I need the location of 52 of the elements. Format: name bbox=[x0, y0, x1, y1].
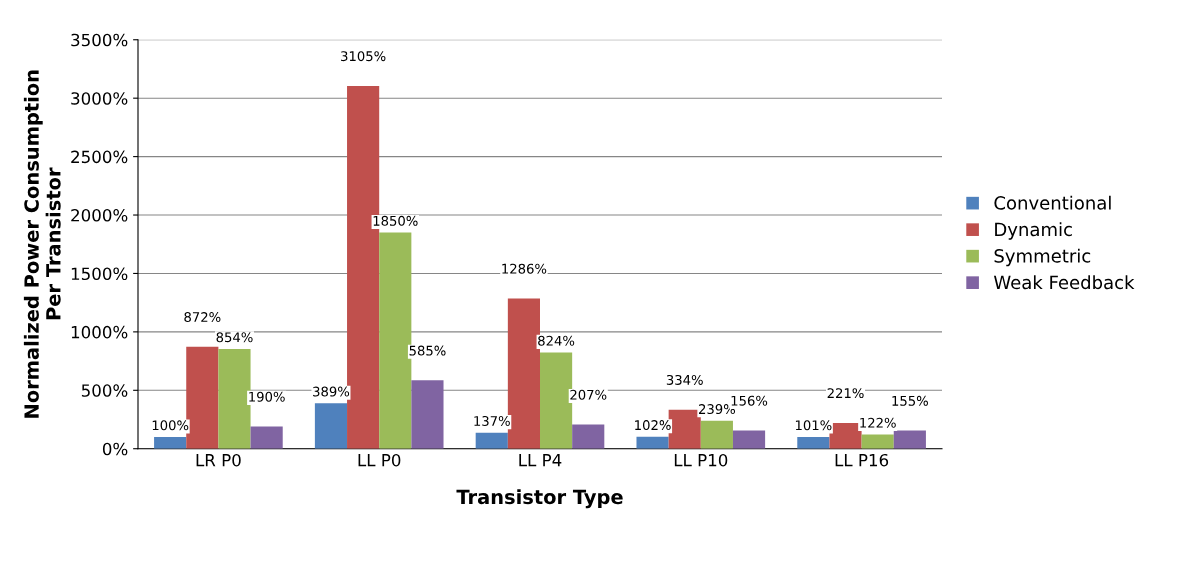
legend-label: Weak Feedback bbox=[993, 275, 1135, 290]
bar bbox=[636, 436, 669, 449]
data-label: 824% bbox=[538, 335, 575, 346]
bar bbox=[154, 437, 187, 449]
y-tick-label: 1500% bbox=[71, 267, 128, 281]
data-label: 101% bbox=[795, 420, 832, 431]
bar bbox=[797, 436, 830, 449]
x-tick-label: LR P0 bbox=[196, 453, 241, 467]
bar bbox=[732, 430, 766, 449]
data-label: 334% bbox=[666, 374, 703, 385]
legend-label: Dynamic bbox=[995, 222, 1072, 240]
bar bbox=[700, 420, 733, 449]
data-label: 389% bbox=[313, 386, 350, 397]
y-axis-title: Normalized Power Consumption Per Transistor bbox=[23, 70, 61, 418]
bar bbox=[893, 430, 926, 449]
data-label: 122% bbox=[860, 417, 896, 428]
data-label: 221% bbox=[827, 388, 864, 399]
data-label: 155% bbox=[892, 395, 928, 406]
data-label: 3105% bbox=[341, 51, 386, 62]
y-tick-label: 2500% bbox=[71, 150, 128, 164]
bar bbox=[861, 434, 894, 449]
bar bbox=[572, 424, 605, 449]
data-label: 190% bbox=[249, 391, 285, 402]
x-tick-label: LL P10 bbox=[674, 453, 728, 467]
x-tick-label: LL P4 bbox=[519, 454, 562, 467]
data-label: 1850% bbox=[373, 215, 418, 226]
x-tick-label: LL P16 bbox=[835, 453, 889, 467]
y-tick-label: 500% bbox=[81, 384, 128, 397]
data-label: 137% bbox=[474, 416, 510, 426]
x-tick-label: LL P0 bbox=[358, 453, 401, 467]
legend-label: Symmetric bbox=[994, 248, 1091, 267]
data-label: 100% bbox=[152, 420, 189, 431]
bar bbox=[314, 403, 348, 449]
bar bbox=[475, 432, 508, 449]
y-tick-label: 0% bbox=[102, 442, 128, 456]
legend-label: Conventional bbox=[994, 195, 1111, 210]
bar bbox=[250, 426, 283, 449]
data-label: 239% bbox=[698, 404, 736, 415]
data-label: 156% bbox=[731, 395, 768, 406]
bar bbox=[218, 348, 251, 449]
y-tick-label: 2000% bbox=[71, 208, 128, 222]
data-label: 207% bbox=[570, 389, 607, 400]
data-label: 102% bbox=[635, 420, 671, 431]
bar bbox=[411, 380, 444, 449]
y-tick-label: 1000% bbox=[71, 325, 128, 339]
data-label: 585% bbox=[409, 345, 446, 356]
data-label: 872% bbox=[184, 312, 221, 323]
y-tick-label: 3000% bbox=[71, 92, 128, 105]
y-tick-label: 3500% bbox=[71, 33, 128, 47]
data-label: 854% bbox=[216, 332, 253, 343]
x-axis-title: Transistor Type bbox=[456, 489, 623, 509]
data-label: 1286% bbox=[502, 263, 547, 274]
